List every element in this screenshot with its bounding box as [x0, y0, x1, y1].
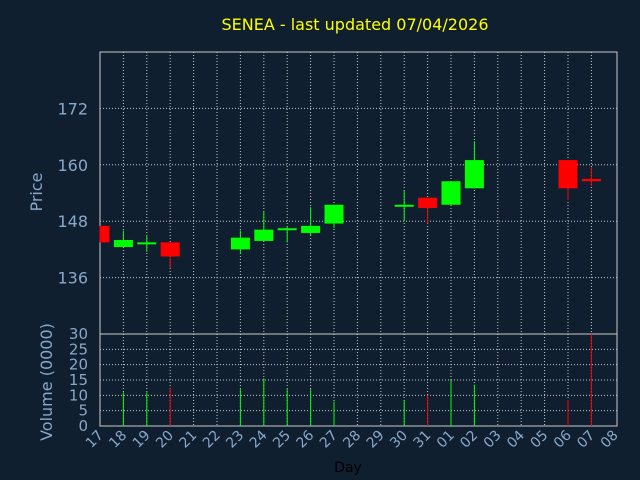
x-tick-label: 05 — [528, 428, 552, 452]
x-tick-label: 21 — [177, 428, 201, 452]
x-tick-label: 23 — [223, 428, 247, 452]
x-axis-ticks: 17 18 19 20 21 22 23 24 25 26 27 28 29 30 31 01 02 03 04 05… — [83, 427, 622, 451]
x-tick-label: 18 — [106, 428, 130, 452]
candle-body — [137, 242, 157, 245]
candle-body — [394, 204, 414, 207]
candle — [581, 167, 601, 186]
candles — [99, 141, 601, 269]
x-axis-label: Day — [334, 460, 362, 476]
candle — [254, 211, 274, 241]
price-plot-area — [99, 51, 618, 335]
candle-body — [113, 240, 133, 248]
x-tick-label: 29 — [364, 428, 388, 452]
x-tick-label: 22 — [200, 428, 224, 452]
candle — [301, 207, 321, 236]
volume-tick-label: 0 — [78, 417, 88, 435]
price-axis-label: Price — [27, 172, 46, 211]
candle-body — [230, 237, 250, 250]
candle — [277, 225, 297, 243]
candle — [137, 235, 157, 252]
candle-body — [301, 225, 321, 233]
x-tick-label: 02 — [457, 428, 481, 452]
candle-body — [324, 204, 344, 224]
x-tick-label: 24 — [247, 427, 271, 451]
candle-body — [464, 160, 484, 189]
candle-body — [441, 181, 461, 205]
x-tick-label: 19 — [130, 428, 154, 452]
candle — [441, 181, 461, 205]
x-tick-label: 08 — [598, 428, 622, 452]
candle — [418, 197, 438, 224]
volume-tick-label: 30 — [69, 325, 88, 343]
x-tick-label: 28 — [340, 428, 364, 452]
price-tick-label: 136 — [57, 269, 88, 288]
candle — [160, 242, 180, 269]
volume-bars — [122, 334, 592, 426]
volume-tick-label: 15 — [69, 371, 88, 389]
price-axis-ticks: 136 148 160 172 — [57, 99, 88, 287]
x-tick-label: 06 — [551, 427, 575, 451]
volume-tick-label: 5 — [78, 402, 88, 420]
x-tick-label: 27 — [317, 428, 341, 452]
candle-body — [558, 160, 578, 189]
x-tick-label: 20 — [153, 428, 177, 452]
price-tick-label: 160 — [57, 156, 88, 175]
candle — [394, 190, 414, 222]
candle — [464, 141, 484, 189]
candle-body — [277, 228, 297, 231]
x-tick-label: 30 — [387, 428, 411, 452]
candle-body — [418, 197, 438, 209]
candle-body — [254, 229, 274, 241]
candle — [99, 225, 110, 243]
price-tick-label: 172 — [57, 99, 88, 118]
grid-lines — [100, 52, 617, 426]
chart-title: SENEA - last updated 07/04/2026 — [221, 15, 488, 34]
x-tick-label: 03 — [481, 428, 505, 452]
candle — [113, 230, 133, 248]
candle — [230, 230, 250, 255]
volume-tick-label: 25 — [69, 340, 88, 358]
x-tick-label: 26 — [294, 427, 318, 451]
x-tick-label: 04 — [504, 427, 528, 451]
x-tick-label: 31 — [411, 428, 435, 452]
price-tick-label: 148 — [57, 212, 88, 231]
volume-axis-label: Volume (0000) — [37, 323, 56, 441]
candle-body — [100, 225, 110, 243]
x-tick-label: 01 — [434, 428, 458, 452]
candle-body — [160, 242, 180, 257]
candle-body — [581, 178, 601, 182]
x-tick-label: 25 — [270, 428, 294, 452]
candle — [324, 204, 344, 229]
volume-tick-label: 10 — [69, 386, 88, 404]
x-tick-label: 07 — [574, 428, 598, 452]
candle — [558, 160, 578, 201]
volume-tick-label: 20 — [69, 356, 88, 374]
